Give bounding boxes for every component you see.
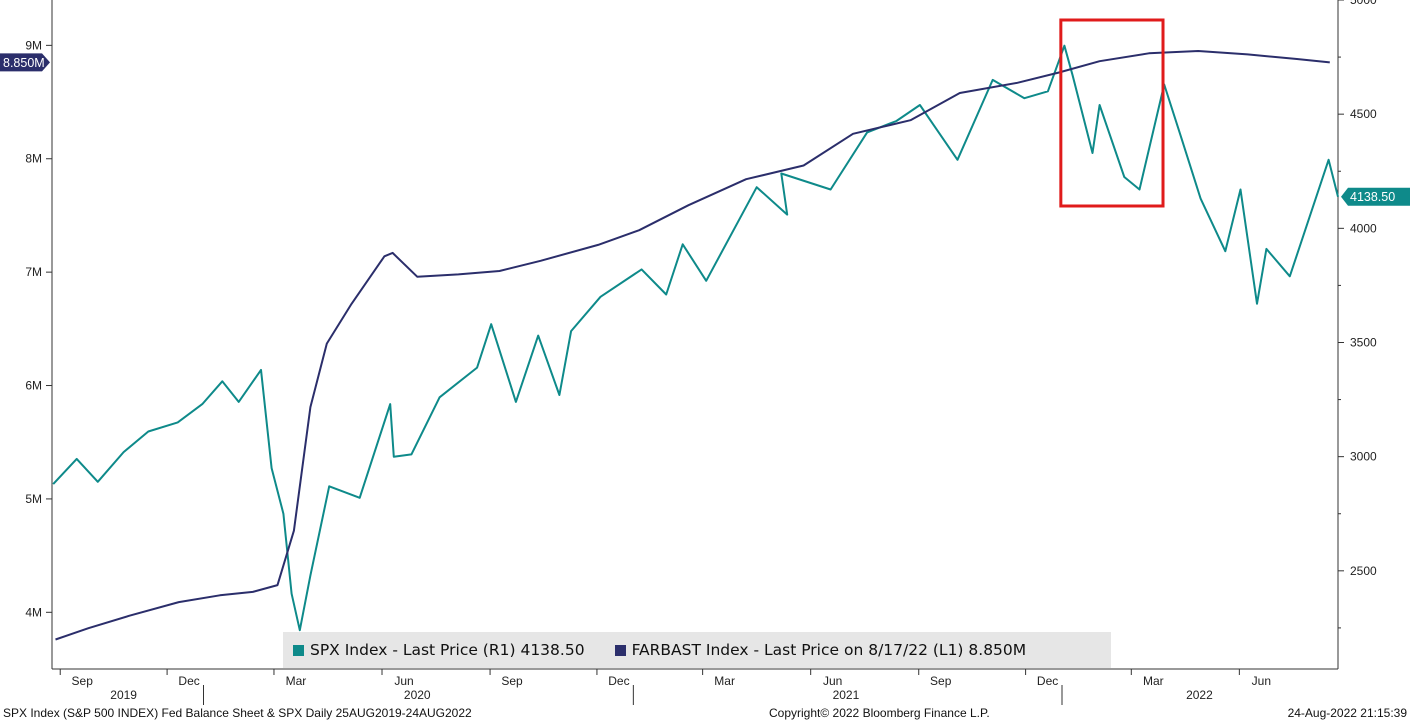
x-tick-label: Mar — [286, 674, 307, 688]
farbast-value-label: 8.850M — [3, 56, 45, 70]
right-tick-label: 5000 — [1350, 0, 1377, 7]
left-tick-label: 6M — [25, 379, 42, 393]
right-tick-label: 3000 — [1350, 450, 1377, 464]
legend-swatch-farbast — [614, 644, 626, 656]
year-label: 2019 — [110, 688, 137, 702]
left-tick-label: 4M — [25, 605, 42, 619]
x-tick-label: Sep — [72, 674, 94, 688]
legend-swatch-spx — [293, 644, 304, 656]
spx-value-tag — [1341, 187, 1410, 206]
legend: SPX Index - Last Price (R1) 4138.50 FARB… — [283, 632, 1111, 668]
x-tick-label: Jun — [394, 674, 413, 688]
right-tick-label: 2500 — [1350, 564, 1377, 578]
year-label: 2020 — [404, 688, 431, 702]
left-tick-label: 8M — [25, 152, 42, 166]
footer-timestamp: 24-Aug-2022 21:15:39 — [1287, 706, 1407, 720]
x-tick-label: Mar — [714, 674, 735, 688]
legend-item-farbast: FARBAST Index - Last Price on 8/17/22 (L… — [614, 641, 1027, 659]
x-tick-label: Dec — [608, 674, 629, 688]
x-tick-label: Dec — [1037, 674, 1058, 688]
left-tick-label: 7M — [25, 265, 42, 279]
axes: 4M 5M 6M 7M 8M 9M 2500 3000 3500 4000 4500 5000 Sep D… — [25, 0, 1377, 705]
labels-layer: 4138.50 8.850M — [0, 53, 1410, 206]
x-tick-label: Sep — [501, 674, 523, 688]
x-tick-label: Jun — [1252, 674, 1271, 688]
legend-label-spx: SPX Index - Last Price (R1) 4138.50 — [310, 641, 585, 659]
right-tick-label: 4500 — [1350, 107, 1377, 121]
spx-line — [52, 44, 1339, 632]
highlight-box — [1059, 18, 1165, 208]
series-layer — [52, 18, 1339, 641]
spx-value-label: 4138.50 — [1350, 190, 1395, 204]
farbast-line — [55, 50, 1330, 641]
footer-description: SPX Index (S&P 500 INDEX) Fed Balance Sh… — [3, 706, 472, 720]
x-tick-label: Mar — [1143, 674, 1164, 688]
legend-label-farbast: FARBAST Index - Last Price on 8/17/22 (L… — [631, 641, 1027, 659]
footer-copyright: Copyright© 2022 Bloomberg Finance L.P. — [769, 706, 990, 720]
x-tick-label: Dec — [178, 674, 199, 688]
x-tick-label: Sep — [930, 674, 952, 688]
legend-item-spx: SPX Index - Last Price (R1) 4138.50 — [293, 641, 585, 659]
year-label: 2022 — [1186, 688, 1213, 702]
left-tick-label: 5M — [25, 492, 42, 506]
farbast-value-tag — [0, 53, 50, 72]
right-tick-label: 4000 — [1350, 221, 1377, 235]
year-label: 2021 — [833, 688, 860, 702]
right-tick-label: 3500 — [1350, 335, 1377, 349]
left-tick-label: 9M — [25, 38, 42, 52]
x-tick-label: Jun — [823, 674, 842, 688]
